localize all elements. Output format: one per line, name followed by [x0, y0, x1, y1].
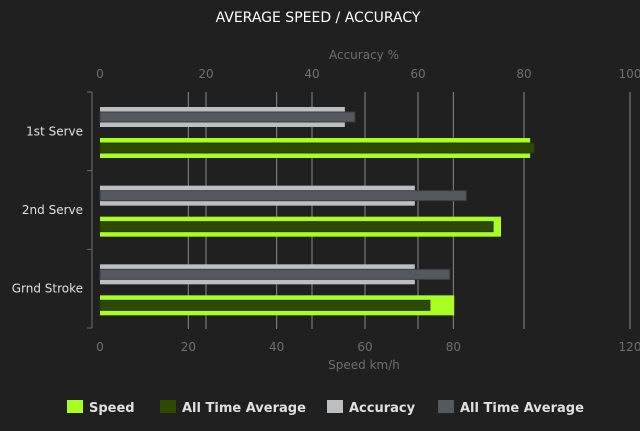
accuracy-tick-label: 0: [96, 67, 104, 81]
category-label: 2nd Serve: [22, 203, 83, 217]
legend-label: All Time Average: [182, 401, 306, 416]
speed-tick-label: 60: [357, 340, 372, 354]
accuracy-tick-label: 20: [198, 67, 213, 81]
speed-tick-label: 40: [269, 340, 284, 354]
accuracy-tick-label: 100: [619, 67, 640, 81]
speed-average-bar: [99, 299, 431, 311]
bottom-axis-label: Speed km/h: [328, 358, 400, 372]
accuracy-average-bar: [99, 111, 356, 123]
legend-swatch: [160, 400, 176, 413]
accuracy-tick-label: 40: [304, 67, 319, 81]
legend-swatch: [327, 400, 343, 413]
legend-swatch: [67, 400, 83, 413]
speed-average-bar: [99, 142, 535, 154]
legend-label: Speed: [89, 401, 135, 416]
top-axis-label: Accuracy %: [329, 48, 399, 62]
speed-tick-label: 80: [446, 340, 461, 354]
accuracy-average-bar: [99, 268, 451, 280]
chart-title: AVERAGE SPEED / ACCURACY: [216, 10, 421, 26]
speed-average-bar: [99, 221, 494, 233]
accuracy-tick-label: 60: [410, 67, 425, 81]
legend-label: Accuracy: [349, 401, 416, 416]
category-label: 1st Serve: [26, 124, 83, 138]
legend-label: All Time Average: [460, 401, 584, 416]
legend-swatch: [438, 400, 454, 413]
accuracy-average-bar: [99, 190, 467, 202]
speed-tick-label: 120: [619, 340, 640, 354]
category-label: Grnd Stroke: [12, 282, 83, 296]
speed-tick-label: 0: [96, 340, 104, 354]
accuracy-tick-label: 80: [516, 67, 531, 81]
speed-tick-label: 20: [181, 340, 196, 354]
